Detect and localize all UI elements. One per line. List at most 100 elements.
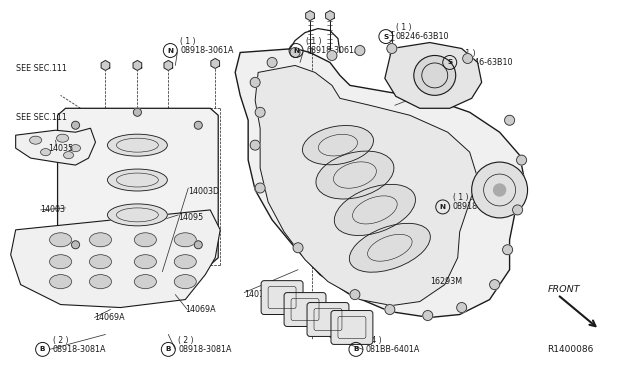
Circle shape (72, 241, 79, 249)
Circle shape (472, 162, 527, 218)
Circle shape (255, 107, 265, 117)
Circle shape (250, 77, 260, 87)
Polygon shape (306, 11, 314, 20)
Ellipse shape (40, 149, 51, 155)
Text: 08918-3061A: 08918-3061A (180, 46, 234, 55)
Ellipse shape (90, 275, 111, 289)
Text: S: S (447, 60, 452, 65)
FancyBboxPatch shape (261, 280, 303, 314)
Circle shape (195, 241, 202, 249)
Circle shape (255, 183, 265, 193)
Text: B: B (353, 346, 358, 352)
Ellipse shape (49, 233, 72, 247)
Text: R1400086: R1400086 (547, 345, 594, 354)
Text: SEE SEC.111: SEE SEC.111 (15, 64, 67, 73)
Polygon shape (133, 61, 141, 70)
Ellipse shape (414, 55, 456, 95)
Ellipse shape (303, 125, 374, 165)
Text: 08918-3061A: 08918-3061A (306, 46, 360, 55)
Circle shape (502, 245, 513, 255)
Text: 14040E: 14040E (412, 96, 442, 105)
Polygon shape (385, 42, 482, 108)
FancyBboxPatch shape (331, 311, 373, 344)
Circle shape (385, 305, 395, 314)
Text: 14035: 14035 (49, 144, 74, 153)
Polygon shape (58, 108, 218, 265)
Circle shape (250, 140, 260, 150)
Circle shape (72, 121, 79, 129)
Circle shape (267, 58, 277, 67)
Circle shape (350, 290, 360, 299)
Circle shape (463, 54, 473, 64)
FancyBboxPatch shape (284, 293, 326, 327)
Text: ( 1 ): ( 1 ) (460, 49, 475, 58)
Text: 14069A: 14069A (95, 313, 125, 322)
Polygon shape (255, 65, 477, 305)
Text: ( 2 ): ( 2 ) (52, 336, 68, 345)
Circle shape (423, 311, 433, 321)
Polygon shape (11, 210, 220, 308)
Ellipse shape (316, 151, 394, 199)
Ellipse shape (174, 275, 196, 289)
Text: 14003D: 14003D (188, 187, 220, 196)
Text: FRONT: FRONT (547, 285, 580, 294)
Ellipse shape (174, 233, 196, 247)
FancyBboxPatch shape (307, 302, 349, 336)
Text: N: N (167, 48, 173, 54)
Text: B: B (166, 346, 171, 352)
Text: 08246-63B10: 08246-63B10 (396, 32, 449, 41)
Polygon shape (164, 61, 173, 70)
Text: 08918-3081A: 08918-3081A (52, 345, 106, 354)
Circle shape (457, 302, 467, 312)
Text: N: N (440, 204, 445, 210)
Circle shape (387, 44, 397, 54)
Ellipse shape (174, 255, 196, 269)
Text: SEE SEC.111: SEE SEC.111 (15, 113, 67, 122)
Ellipse shape (49, 275, 72, 289)
Ellipse shape (56, 134, 68, 142)
Text: 08918-3061A: 08918-3061A (452, 202, 506, 211)
Circle shape (327, 51, 337, 61)
Polygon shape (211, 58, 220, 68)
Text: 08918-3081A: 08918-3081A (179, 345, 232, 354)
Ellipse shape (29, 136, 42, 144)
Text: 08246-63B10: 08246-63B10 (460, 58, 513, 67)
Circle shape (490, 280, 500, 290)
Circle shape (133, 108, 141, 116)
Circle shape (293, 243, 303, 253)
Ellipse shape (49, 255, 72, 269)
Ellipse shape (108, 169, 167, 191)
Ellipse shape (90, 233, 111, 247)
Text: ( 1 ): ( 1 ) (180, 37, 196, 46)
Text: 14069A: 14069A (186, 305, 216, 314)
Text: B: B (40, 346, 45, 352)
Text: N: N (293, 48, 299, 54)
Polygon shape (326, 11, 334, 20)
Ellipse shape (134, 275, 156, 289)
Text: 14003: 14003 (40, 205, 66, 214)
Ellipse shape (134, 233, 156, 247)
Text: ( 1 ): ( 1 ) (396, 23, 412, 32)
Text: 14095: 14095 (179, 214, 204, 222)
Ellipse shape (349, 223, 430, 272)
Ellipse shape (108, 204, 167, 226)
Text: 16293M: 16293M (430, 277, 462, 286)
Text: ( 2 ): ( 2 ) (179, 336, 194, 345)
Ellipse shape (108, 134, 167, 156)
Text: ( 1 ): ( 1 ) (452, 193, 468, 202)
Text: ( 4 ): ( 4 ) (366, 336, 381, 345)
Ellipse shape (134, 255, 156, 269)
Ellipse shape (90, 255, 111, 269)
Ellipse shape (63, 152, 74, 158)
Ellipse shape (70, 145, 81, 152)
Polygon shape (101, 61, 110, 70)
Ellipse shape (334, 185, 415, 235)
Circle shape (516, 155, 527, 165)
Circle shape (195, 121, 202, 129)
Polygon shape (235, 48, 525, 318)
Circle shape (290, 48, 300, 58)
Text: 081BB-6401A: 081BB-6401A (366, 345, 420, 354)
Circle shape (493, 184, 506, 196)
Text: ( 1 ): ( 1 ) (306, 37, 321, 46)
Circle shape (513, 205, 522, 215)
